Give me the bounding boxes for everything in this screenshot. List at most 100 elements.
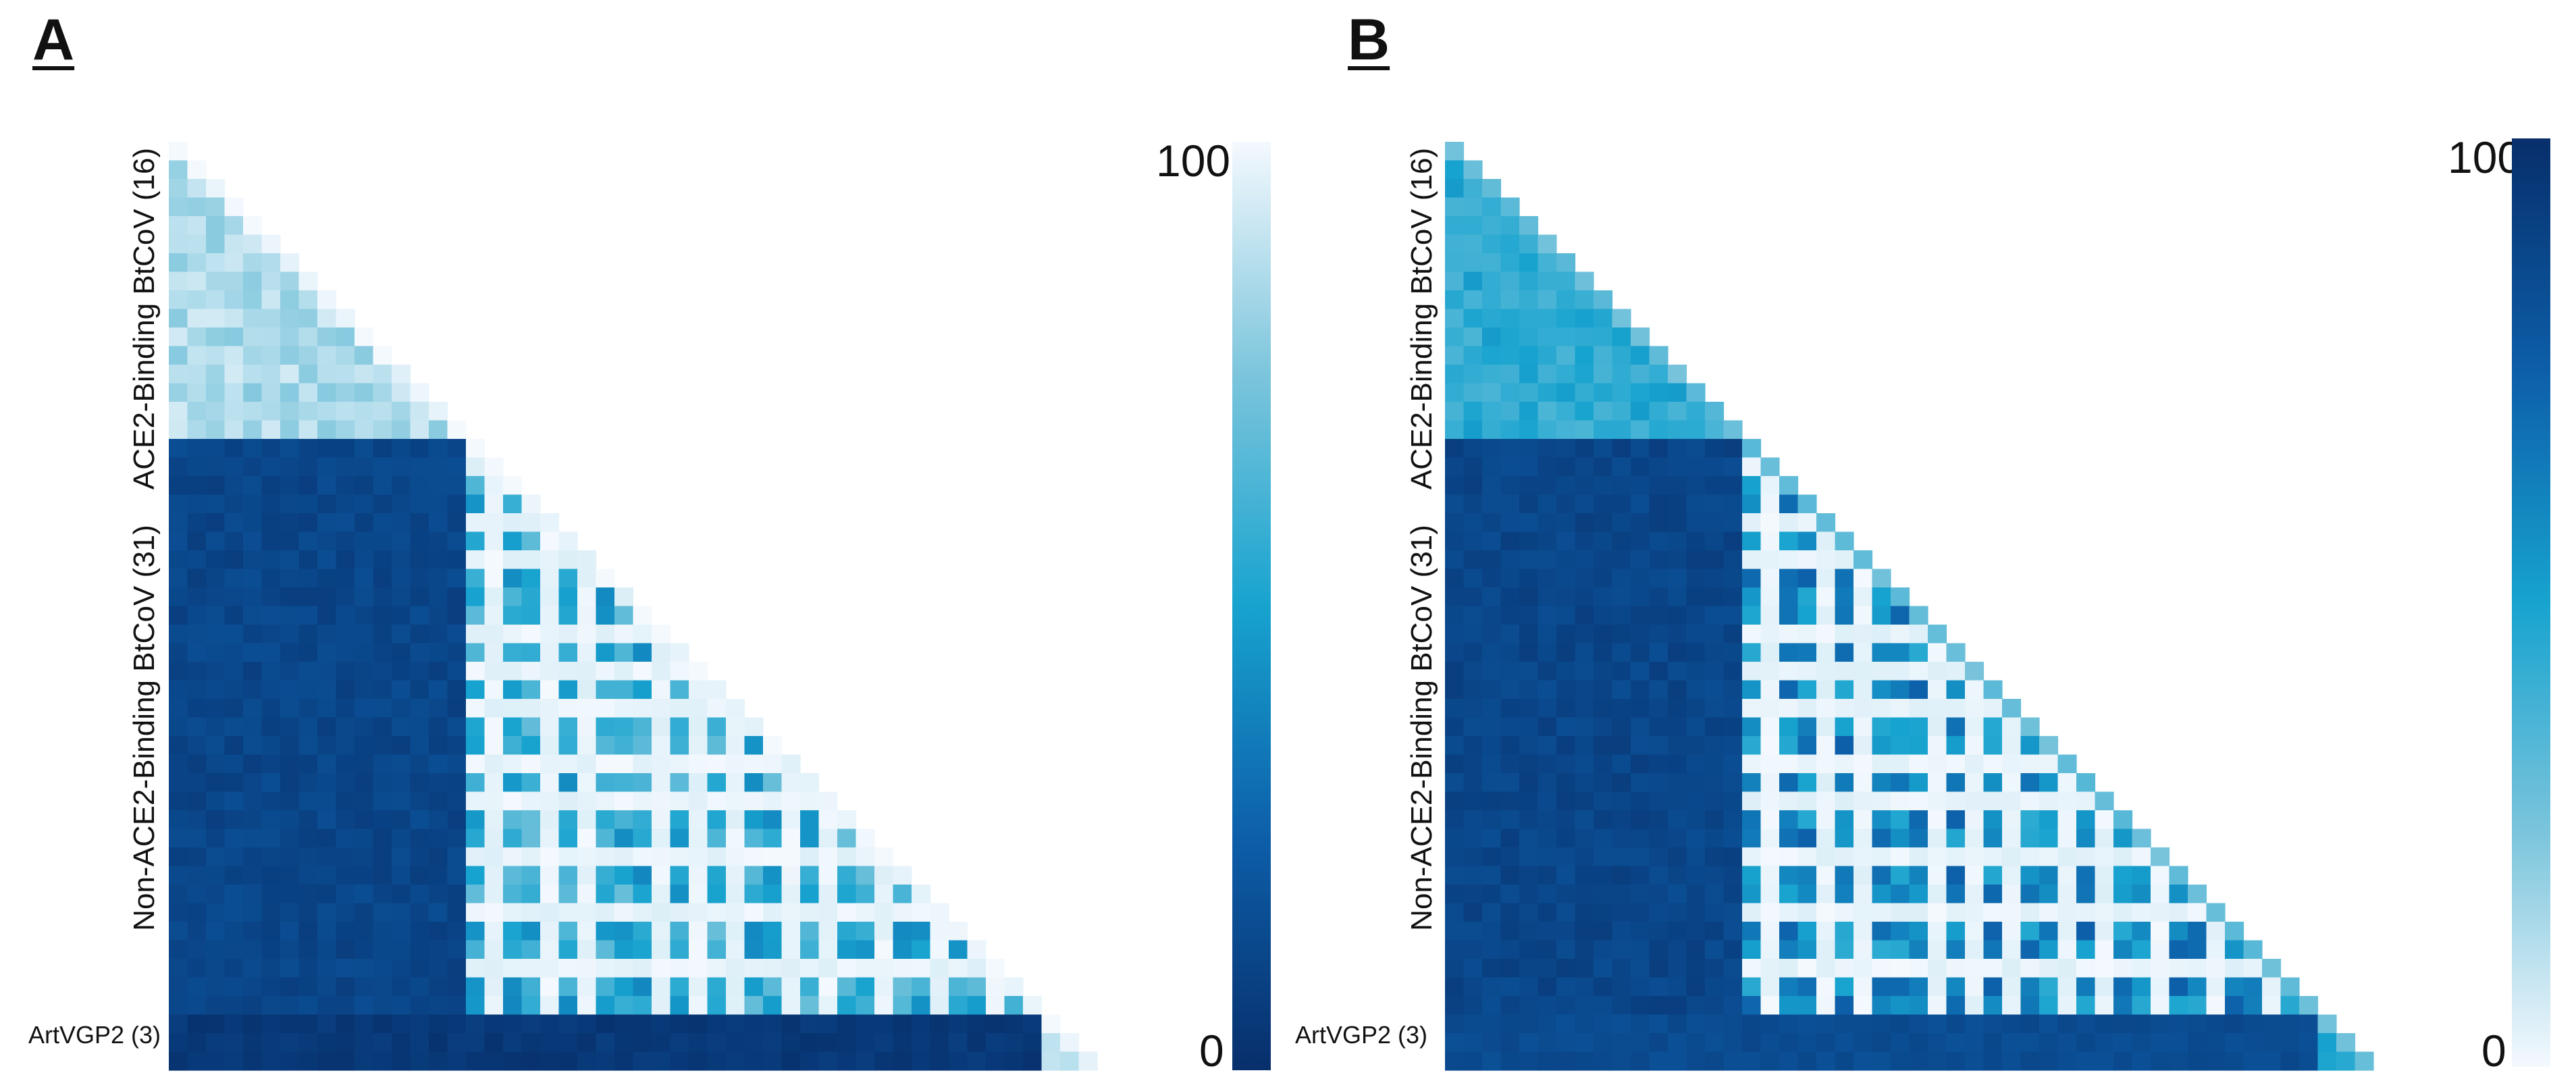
heatmap-cell xyxy=(243,253,263,273)
heatmap-cell xyxy=(280,773,300,793)
heatmap-cell xyxy=(354,680,374,700)
heatmap-cell xyxy=(410,513,429,533)
heatmap-cell xyxy=(280,606,300,625)
heatmap-cell xyxy=(1519,476,1539,496)
heatmap-cell xyxy=(1705,1051,1725,1071)
heatmap-cell xyxy=(1649,439,1668,458)
heatmap-cell xyxy=(633,810,652,830)
heatmap-cell xyxy=(1649,754,1668,774)
heatmap-cell xyxy=(1556,513,1576,533)
heatmap-cell xyxy=(1668,922,1687,941)
heatmap-cell xyxy=(1612,773,1631,793)
heatmap-cell xyxy=(1649,531,1668,551)
heatmap-cell xyxy=(1705,606,1725,625)
heatmap-a xyxy=(169,142,1098,1071)
heatmap-cell xyxy=(1872,1051,1891,1071)
heatmap-cell xyxy=(781,791,801,811)
heatmap-cell xyxy=(1463,680,1483,700)
heatmap-cell xyxy=(540,531,560,551)
heatmap-cell xyxy=(1835,680,1854,700)
heatmap-cell xyxy=(1816,847,1836,867)
heatmap-cell xyxy=(1686,625,1706,644)
heatmap-cell xyxy=(2317,1014,2337,1034)
heatmap-cell xyxy=(596,1051,615,1071)
heatmap-cell xyxy=(558,773,578,793)
heatmap-cell xyxy=(392,476,411,496)
heatmap-cell xyxy=(298,402,318,421)
heatmap-cell xyxy=(540,959,560,978)
heatmap-cell xyxy=(187,476,207,496)
heatmap-cell xyxy=(930,959,949,978)
heatmap-cell xyxy=(614,829,634,848)
heatmap-cell xyxy=(187,327,207,347)
heatmap-cell xyxy=(243,234,263,254)
heatmap-cell xyxy=(429,550,448,570)
heatmap-cell xyxy=(1612,717,1631,737)
heatmap-cell xyxy=(373,587,392,607)
heatmap-cell xyxy=(429,922,448,941)
heatmap-cell xyxy=(317,290,337,310)
heatmap-cell xyxy=(1463,476,1483,496)
heatmap-cell xyxy=(1519,383,1539,402)
heatmap-cell xyxy=(261,959,281,978)
heatmap-cell xyxy=(633,680,652,700)
heatmap-cell xyxy=(1612,829,1631,848)
heatmap-cell xyxy=(1445,383,1465,402)
heatmap-cell xyxy=(261,866,281,885)
heatmap-cell xyxy=(1891,959,1910,978)
heatmap-cell xyxy=(1631,365,1650,384)
heatmap-cell xyxy=(1500,754,1520,774)
heatmap-cell xyxy=(392,513,411,533)
heatmap-cell xyxy=(2002,959,2022,978)
heatmap-cell xyxy=(2039,940,2059,960)
heatmap-cell xyxy=(1705,773,1725,793)
heatmap-cell xyxy=(1909,847,1928,867)
heatmap-cell xyxy=(336,847,355,867)
heatmap-cell xyxy=(1556,662,1576,681)
heatmap-cell xyxy=(1537,1033,1557,1053)
heatmap-cell xyxy=(596,773,615,793)
heatmap-cell xyxy=(707,754,727,774)
heatmap-cell xyxy=(930,940,949,960)
heatmap-cell xyxy=(429,996,448,1016)
heatmap-cell xyxy=(837,829,857,848)
heatmap-cell xyxy=(967,1051,987,1071)
heatmap-cell xyxy=(1482,1051,1502,1071)
heatmap-cell xyxy=(336,402,355,421)
heatmap-cell xyxy=(596,866,615,885)
heatmap-cell xyxy=(912,922,931,941)
heatmap-cell xyxy=(1891,736,1910,756)
heatmap-cell xyxy=(1556,977,1576,997)
heatmap-cell xyxy=(206,1014,226,1034)
heatmap-cell xyxy=(503,643,523,662)
heatmap-cell xyxy=(1519,253,1539,273)
heatmap-cell xyxy=(1742,903,1762,922)
heatmap-cell xyxy=(1612,365,1631,384)
heatmap-cell xyxy=(206,1051,226,1071)
heatmap-cell xyxy=(466,587,485,607)
heatmap-cell xyxy=(224,550,244,570)
heatmap-cell xyxy=(2113,847,2133,867)
heatmap-cell xyxy=(169,327,188,347)
heatmap-cell xyxy=(1891,791,1910,811)
heatmap-cell xyxy=(243,290,263,310)
heatmap-cell xyxy=(410,810,429,830)
heatmap-cell xyxy=(521,959,541,978)
heatmap-cell xyxy=(558,531,578,551)
heatmap-cell xyxy=(298,810,318,830)
heatmap-cell xyxy=(652,699,671,718)
heatmap-cell xyxy=(2020,810,2040,830)
heatmap-cell xyxy=(1909,977,1928,997)
heatmap-cell xyxy=(169,1033,188,1053)
heatmap-cell xyxy=(224,569,244,588)
heatmap-cell xyxy=(1556,309,1576,328)
heatmap-cell xyxy=(1445,810,1465,830)
heatmap-cell xyxy=(1594,1051,1613,1071)
heatmap-cell xyxy=(1594,550,1613,570)
heatmap-cell xyxy=(1594,903,1613,922)
heatmap-cell xyxy=(763,866,783,885)
heatmap-cell xyxy=(1965,959,1984,978)
heatmap-cell xyxy=(187,866,207,885)
heatmap-cell xyxy=(373,662,392,681)
heatmap-cell xyxy=(169,494,188,514)
